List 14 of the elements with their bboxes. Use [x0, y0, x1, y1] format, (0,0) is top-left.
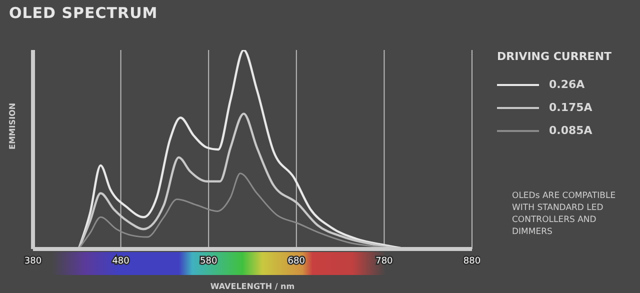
- legend-title: DRIVING CURRENT: [497, 50, 612, 63]
- x-tick-label: 680: [288, 256, 306, 266]
- legend-label: 0.175A: [549, 101, 592, 114]
- text: OLEDs ARE COMPATIBLE WITH STANDARD LED CONTROLLERS AND DIMMERS: [512, 190, 617, 238]
- x-tick-label: 480: [112, 256, 130, 266]
- x-tick-label: 380: [24, 256, 42, 266]
- legend-label: 0.26A: [549, 78, 585, 91]
- x-tick-label: 580: [200, 256, 218, 266]
- chart-title: OLED SPECTRUM: [9, 4, 158, 22]
- x-tick-label: 780: [376, 256, 394, 266]
- y-axis-title: EMMISION: [8, 102, 17, 150]
- x-axis-title: WAVELENGTH / nm: [210, 282, 295, 291]
- x-tick-label: 880: [463, 256, 481, 266]
- legend-label: 0.085A: [549, 124, 592, 137]
